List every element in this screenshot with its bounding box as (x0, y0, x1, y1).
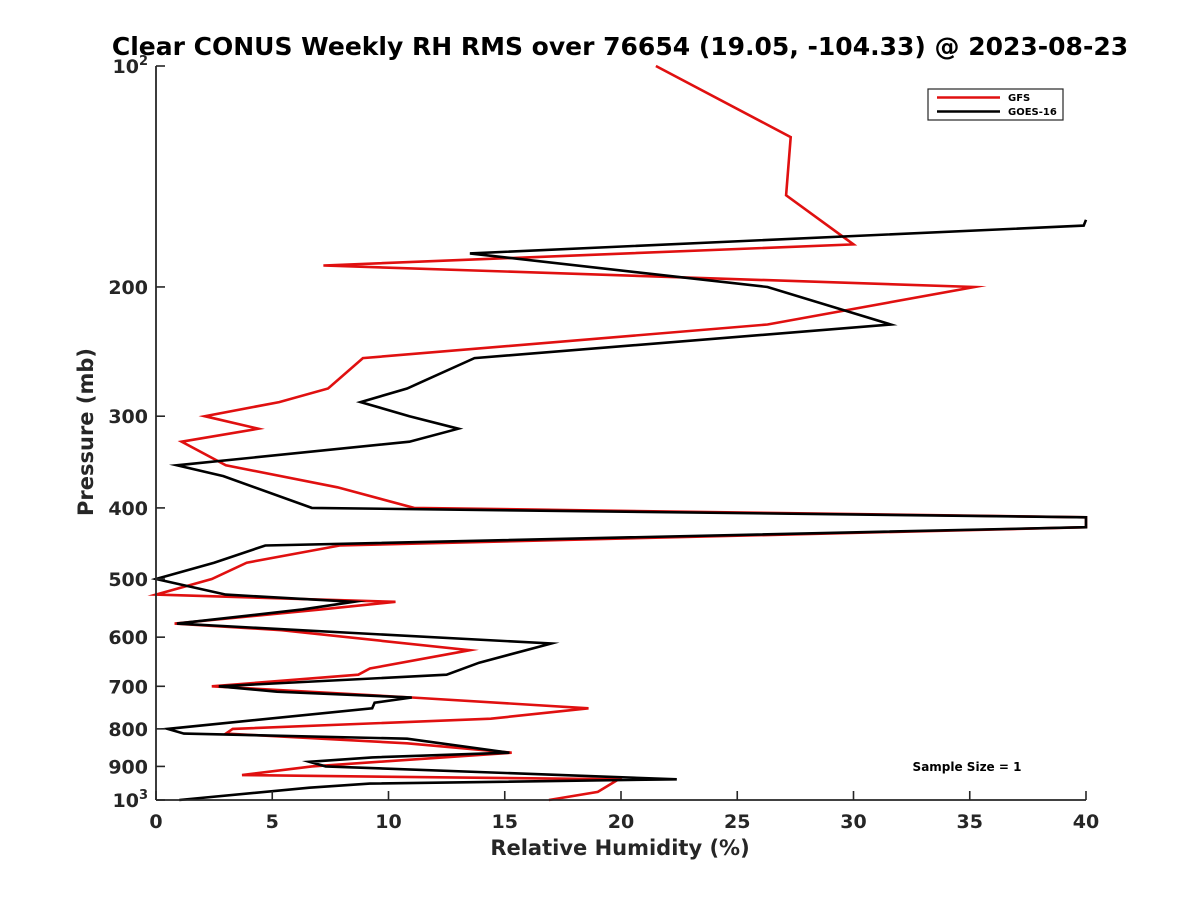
plot-area (147, 64, 1088, 802)
y-tick-label: 500 (108, 569, 148, 591)
y-tick-label: 900 (108, 756, 148, 778)
x-tick-label: 5 (266, 811, 279, 833)
x-tick-label: 20 (608, 811, 634, 833)
series-line-gfs (147, 64, 1088, 802)
y-tick-label: 103 (113, 788, 149, 812)
y-tick-label: 600 (108, 627, 148, 649)
x-axis: 0 5 10 15 20 25 30 35 40 (149, 791, 1099, 833)
x-tick-label: 40 (1073, 811, 1099, 833)
y-axis: 102 200 300 400 500 600 700 800 900 103 (108, 54, 165, 812)
legend: GFS GOES-16 (927, 88, 1064, 121)
legend-box (927, 88, 1064, 121)
y-tick-label: 300 (108, 406, 148, 428)
y-tick-label: 102 (113, 54, 149, 78)
y-tick-label: 400 (108, 498, 148, 520)
x-tick-label: 0 (149, 811, 162, 833)
series-line-goes-16 (150, 219, 1088, 802)
x-tick-label: 15 (492, 811, 518, 833)
y-tick-label: 800 (108, 719, 148, 741)
x-tick-label: 10 (375, 811, 401, 833)
x-tick-label: 30 (840, 811, 866, 833)
sample-size-annotation: Sample Size = 1 (913, 760, 1022, 774)
x-axis-label: Relative Humidity (%) (490, 836, 749, 860)
legend-label-gfs: GFS (1008, 93, 1030, 104)
y-tick-label: 200 (108, 277, 148, 299)
y-axis-label: Pressure (mb) (74, 348, 98, 516)
legend-label-goes-16: GOES-16 (1008, 107, 1057, 118)
chart-title: Clear CONUS Weekly RH RMS over 76654 (19… (112, 32, 1128, 61)
x-tick-label: 35 (957, 811, 983, 833)
y-tick-label: 700 (108, 676, 148, 698)
x-tick-label: 25 (724, 811, 750, 833)
